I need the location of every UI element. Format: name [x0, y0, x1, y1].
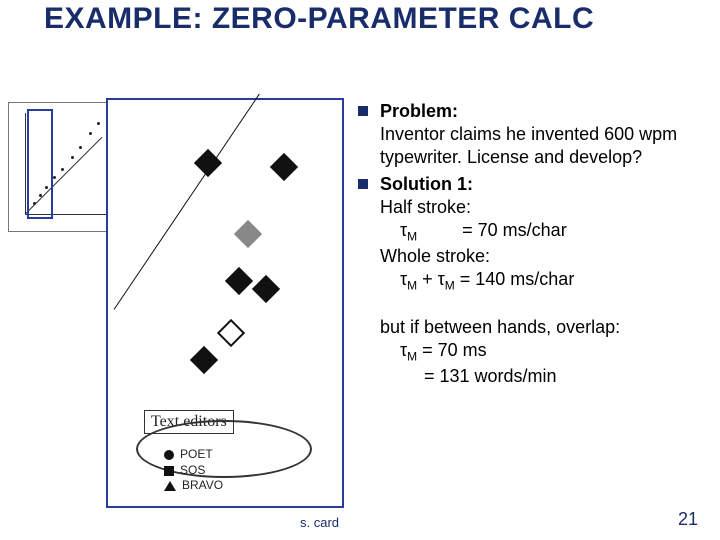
overlap-value: = 70 ms — [417, 340, 487, 360]
zoom-panel: Text editors POET SOS BRAVO — [106, 98, 344, 508]
legend-row: POET — [164, 447, 223, 463]
callout-ellipse-icon — [136, 420, 312, 478]
subscript-m: M — [407, 279, 417, 293]
overlap-intro: but if between hands, overlap: — [380, 317, 620, 337]
diamond-marker-icon — [216, 319, 244, 347]
bullet-square-icon — [358, 106, 368, 116]
bullet-square-icon — [358, 179, 368, 189]
thumbnail-point — [79, 146, 82, 149]
square-marker-icon — [164, 466, 174, 476]
title-block: EXAMPLE: ZERO-PARAMETER CALC — [0, 0, 720, 37]
overlap-block: but if between hands, overlap: τM = 70 m… — [358, 316, 704, 388]
slide-title: EXAMPLE: ZERO-PARAMETER CALC — [44, 0, 720, 37]
subscript-m: M — [407, 350, 417, 364]
diamond-marker-icon — [225, 267, 253, 295]
thumbnail-point — [61, 168, 64, 171]
figure-area: Text editors POET SOS BRAVO — [8, 102, 348, 522]
footer-author: s. card — [300, 515, 339, 530]
whole-stroke-value: = 140 ms/char — [455, 269, 575, 289]
subscript-m: M — [445, 279, 455, 293]
zoom-legend: POET SOS BRAVO — [164, 447, 223, 494]
legend-row: SOS — [164, 463, 223, 479]
thumbnail-selection-rect — [27, 109, 53, 219]
overlap-line2: = 131 words/min — [380, 366, 557, 386]
legend-label: BRAVO — [182, 478, 223, 494]
bullet-problem: Problem: Inventor claims he invented 600… — [358, 100, 704, 169]
subscript-m: M — [407, 230, 417, 244]
text-column: Problem: Inventor claims he invented 600… — [358, 100, 704, 388]
thumbnail-point — [97, 122, 100, 125]
plus-tau: + τ — [417, 269, 445, 289]
problem-heading: Problem: — [380, 101, 458, 121]
bullet-solution: Solution 1: Half stroke: τM = 70 ms/char… — [358, 173, 704, 294]
diamond-marker-icon — [270, 153, 298, 181]
thumbnail-chart — [8, 102, 116, 232]
legend-row: BRAVO — [164, 478, 223, 494]
thumbnail-point — [71, 156, 74, 159]
half-stroke-label: Half stroke: — [380, 197, 471, 217]
legend-label: SOS — [180, 463, 205, 479]
half-stroke-value: = 70 ms/char — [462, 220, 567, 240]
zoom-inner: Text editors POET SOS BRAVO — [114, 106, 336, 500]
thumbnail-point — [53, 176, 56, 179]
whole-stroke-label: Whole stroke: — [380, 246, 490, 266]
footer-page-number: 21 — [678, 509, 698, 530]
overlap-line1: τM = 70 ms — [380, 340, 487, 360]
diamond-marker-icon — [190, 346, 218, 374]
problem-body: Inventor claims he invented 600 wpm type… — [380, 124, 677, 167]
diamond-marker-icon — [234, 220, 262, 248]
content-area: Text editors POET SOS BRAVO Problem: Inv… — [0, 96, 720, 540]
triangle-marker-icon — [164, 481, 176, 491]
legend-label: POET — [180, 447, 213, 463]
whole-stroke-expr: τM + τM = 140 ms/char — [380, 269, 574, 289]
solution-heading: Solution 1: — [380, 174, 473, 194]
spacer — [358, 298, 704, 316]
diamond-marker-icon — [252, 275, 280, 303]
thumbnail-point — [89, 132, 92, 135]
half-stroke-expr: τM = 70 ms/char — [380, 220, 567, 240]
circle-marker-icon — [164, 450, 174, 460]
